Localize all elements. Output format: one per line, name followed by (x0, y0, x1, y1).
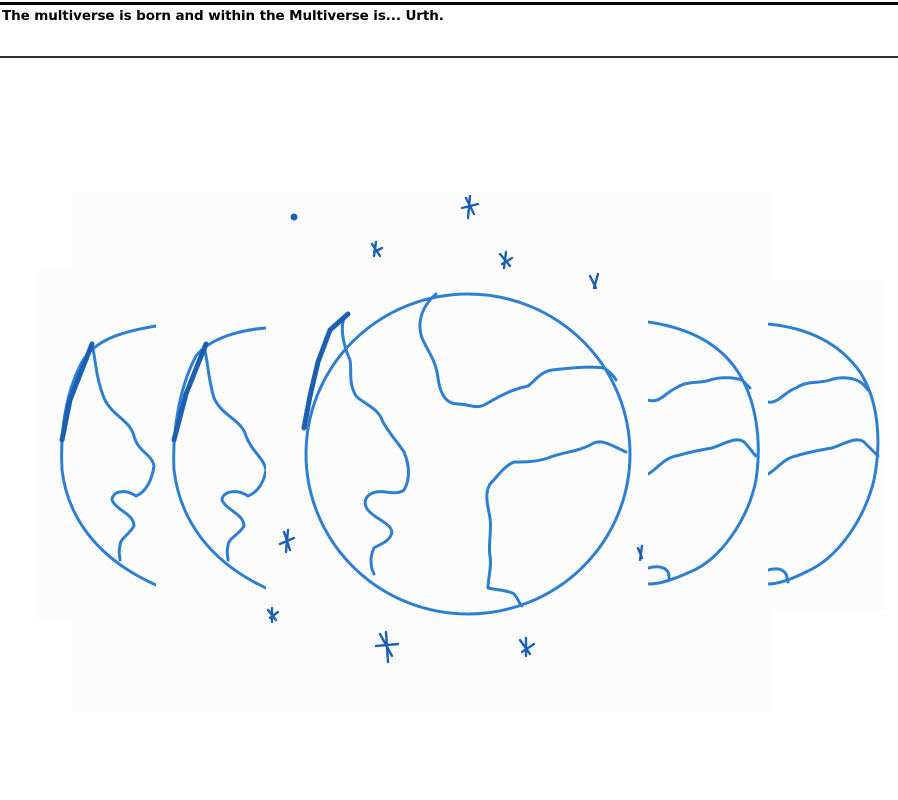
paper-panels (38, 192, 886, 712)
star-icon (636, 544, 644, 562)
earth-right-2 (768, 322, 880, 586)
star-icon (278, 528, 296, 554)
star-icon (374, 630, 400, 664)
stars (266, 194, 644, 664)
star-icon (518, 636, 536, 658)
earth-right-1 (648, 320, 760, 586)
caption-text: The multiverse is born and within the Mu… (2, 8, 444, 24)
star-icon (498, 250, 514, 270)
star-icon (460, 194, 480, 220)
star-icon (370, 240, 384, 258)
star-icon (266, 606, 280, 624)
star-icon (290, 213, 298, 221)
earth-left-2 (171, 326, 266, 590)
star-icon (588, 272, 600, 290)
earth-left-1 (59, 324, 156, 587)
top-rule (0, 2, 898, 5)
earth-center (301, 292, 632, 616)
earth-center-outline (304, 292, 632, 616)
bottom-rule (0, 56, 898, 58)
